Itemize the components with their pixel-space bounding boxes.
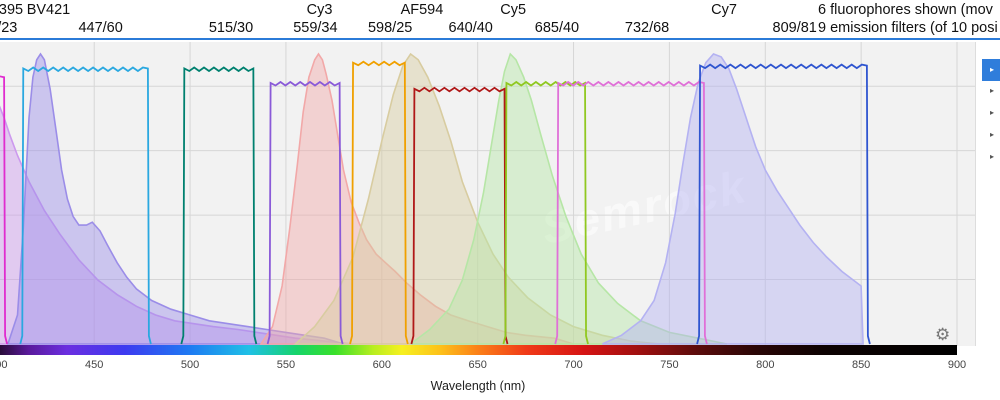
x-tick-label: 900 bbox=[947, 359, 967, 371]
spectra-chart[interactable] bbox=[0, 42, 975, 346]
x-tick-label: 850 bbox=[851, 359, 871, 371]
header-divider bbox=[0, 38, 1000, 40]
x-tick-label: 800 bbox=[756, 359, 775, 371]
fluorophore-label: Cy7 bbox=[711, 2, 737, 18]
filter-count-text: 9 emission filters (of 10 posi bbox=[818, 20, 998, 36]
x-tick-label: 700 bbox=[564, 359, 583, 371]
filter-passband-640-40 bbox=[410, 86, 509, 345]
expand-arrow-icon[interactable]: ▸ bbox=[990, 152, 995, 161]
side-panel: ▸ ▸ ▸ ▸ ▸ bbox=[975, 42, 1000, 346]
x-tick-label: 750 bbox=[660, 359, 679, 371]
filter-label: 392/23 bbox=[0, 20, 18, 36]
filter-passband-392-23 bbox=[0, 75, 8, 345]
wavelength-color-bar bbox=[0, 345, 957, 355]
expand-arrow-icon[interactable]: ▸ bbox=[990, 130, 995, 139]
emission-area-cy5 bbox=[410, 52, 728, 345]
filter-label: 447/60 bbox=[78, 20, 123, 36]
emission-area-uv395 bbox=[0, 105, 354, 345]
fluorophore-label: AF594 bbox=[400, 2, 444, 18]
filter-passband-559-34 bbox=[266, 80, 344, 345]
chart-header: UV395BV421 Cy3 AF594 Cy5 Cy7 392/23 447/60 515… bbox=[0, 0, 1000, 40]
filter-label: 685/40 bbox=[534, 20, 580, 36]
x-tick-label: 650 bbox=[468, 359, 487, 371]
fluorophore-label: BV421 bbox=[26, 2, 71, 18]
x-axis: 400 450 500 550 600 650 700 750 800 850 900 bbox=[0, 355, 975, 377]
filter-label: 598/25 bbox=[367, 20, 413, 36]
emission-area-cy3 bbox=[259, 52, 574, 345]
emission-area-af594 bbox=[293, 52, 660, 345]
fluorophore-label: Cy5 bbox=[500, 2, 527, 18]
filter-label: 809/81 bbox=[772, 20, 817, 36]
fluorophore-count-text: 6 fluorophores shown (mov bbox=[818, 2, 993, 18]
x-tick-label: 400 bbox=[0, 359, 8, 371]
filter-label: 515/30 bbox=[208, 20, 254, 36]
expand-arrow-icon[interactable]: ▸ bbox=[990, 86, 995, 95]
filter-passband-598-25 bbox=[349, 60, 409, 345]
plot-area[interactable] bbox=[0, 42, 975, 346]
filter-label: 732/68 bbox=[624, 20, 670, 36]
filter-label: 559/34 bbox=[293, 20, 338, 36]
filter-passband-447-60 bbox=[19, 66, 152, 345]
panel-item-active[interactable]: ▸ bbox=[982, 59, 1000, 81]
fluorophore-label: Cy3 bbox=[306, 2, 333, 18]
x-tick-label: 500 bbox=[180, 359, 200, 371]
filter-label: 640/40 bbox=[448, 20, 493, 36]
x-tick-label: 450 bbox=[85, 359, 104, 371]
filter-passband-515-30 bbox=[180, 66, 258, 345]
expand-arrow-icon[interactable]: ▸ bbox=[990, 108, 995, 117]
x-axis-label: Wavelength (nm) bbox=[430, 379, 526, 393]
filter-passband-809-81 bbox=[696, 63, 871, 345]
filter-passband-685-40 bbox=[502, 80, 589, 345]
x-tick-label: 600 bbox=[372, 359, 391, 371]
emission-area-bv421 bbox=[6, 52, 344, 345]
settings-gear-icon[interactable]: ⚙ bbox=[935, 325, 951, 344]
fluorophore-label: UV395 bbox=[0, 2, 24, 18]
emission-area-cy7 bbox=[601, 53, 864, 345]
x-tick-label: 550 bbox=[276, 359, 296, 371]
filter-passband-732-68 bbox=[554, 80, 708, 345]
expand-arrow-icon[interactable]: ▸ bbox=[990, 65, 995, 74]
